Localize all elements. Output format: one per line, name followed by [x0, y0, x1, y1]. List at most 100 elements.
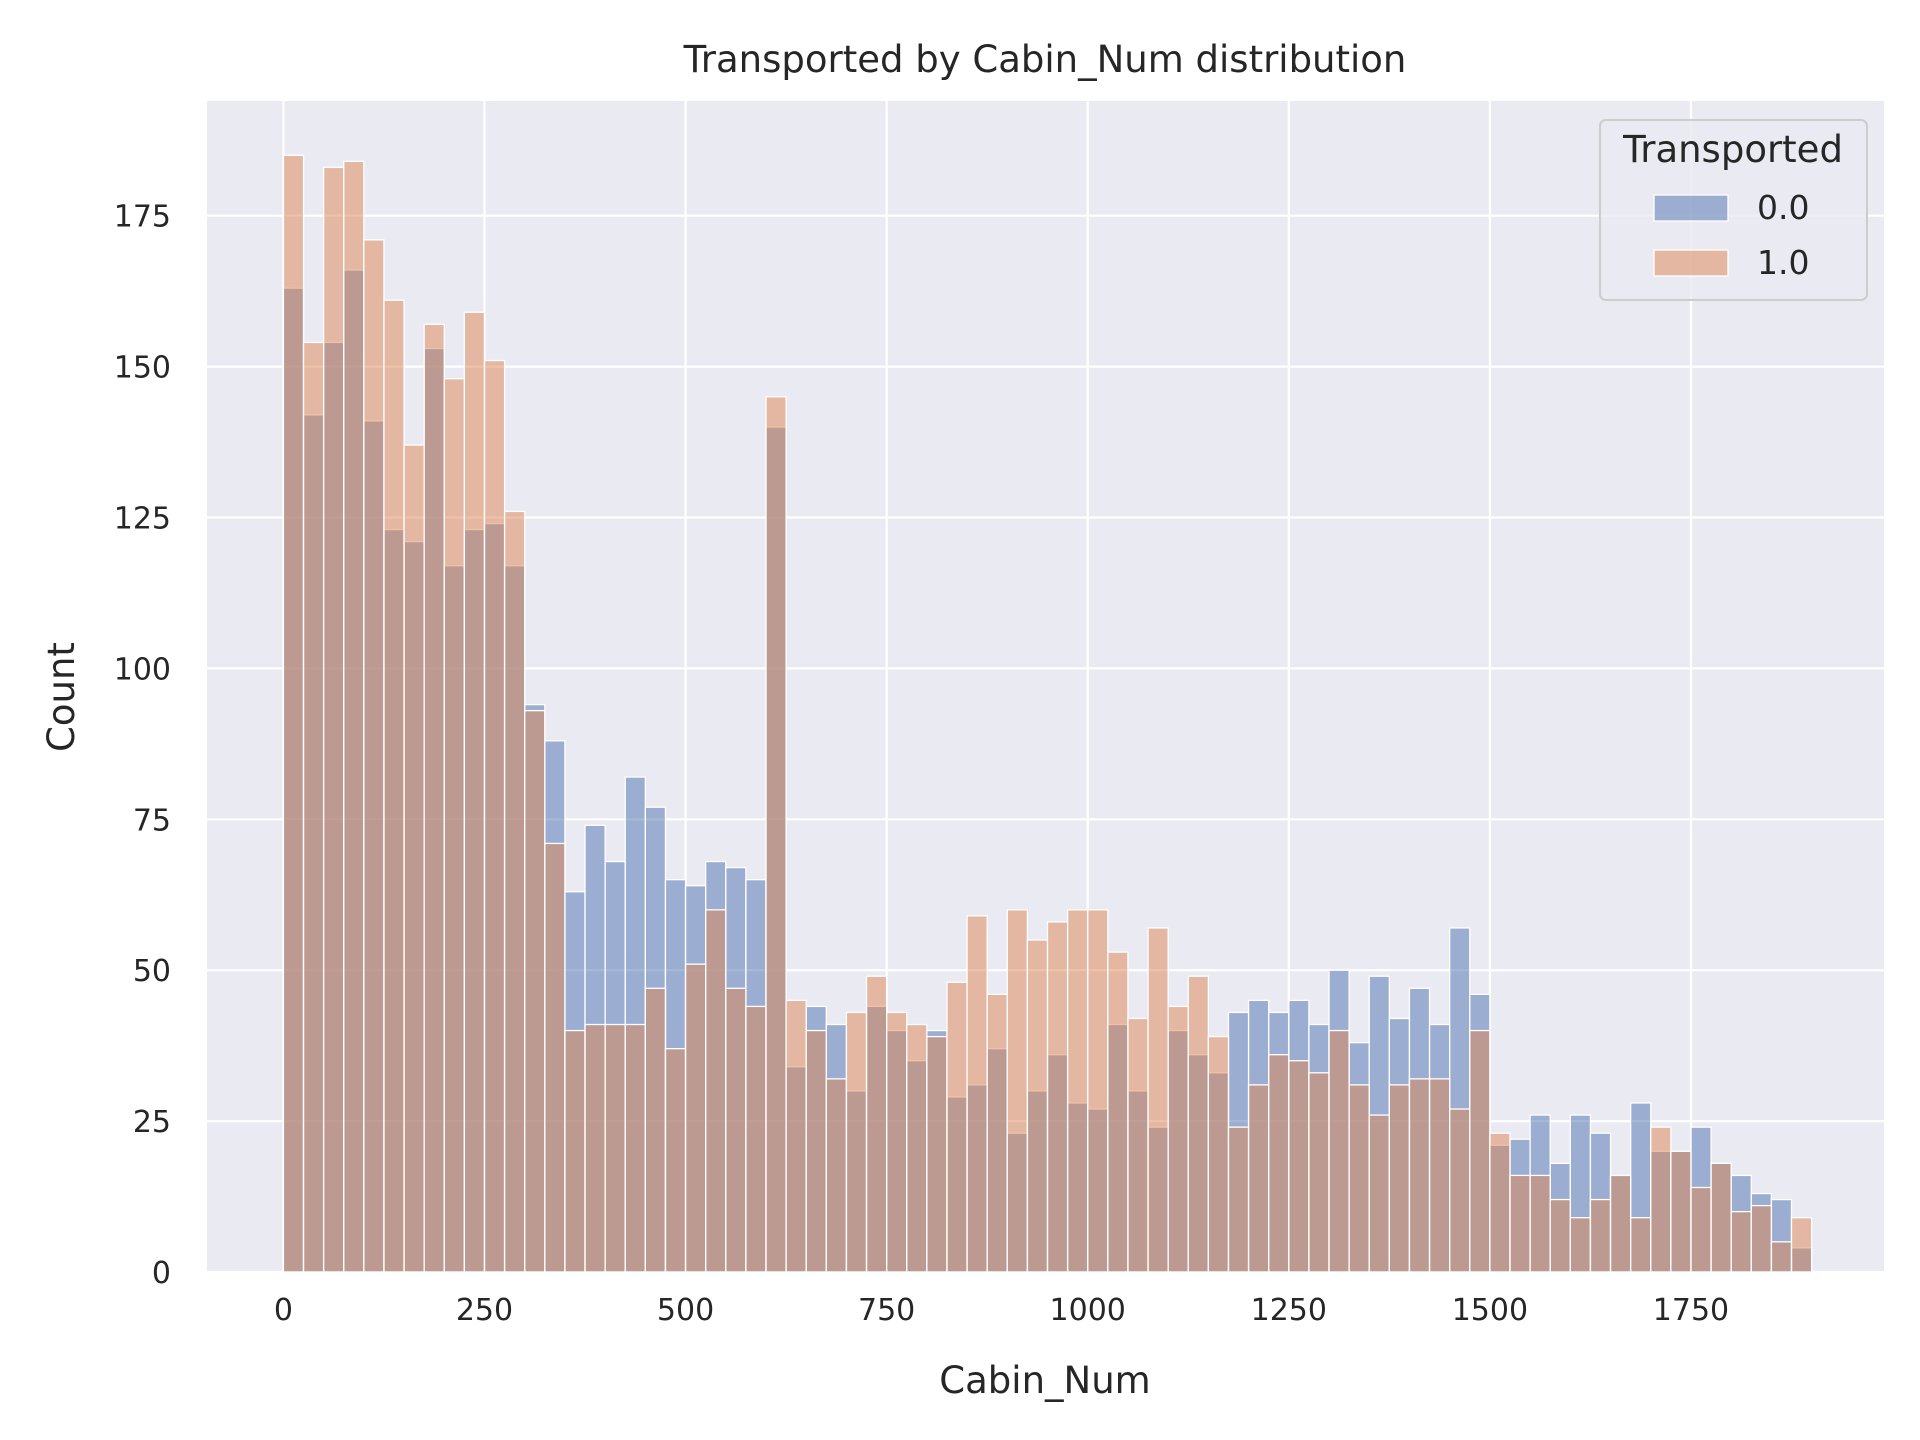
bar-1.0-bin-1: [302, 341, 325, 1273]
y-tick-label: 50: [133, 954, 171, 989]
y-tick-label: 175: [114, 200, 171, 235]
bar-1.0-bin-55: [1388, 1084, 1411, 1273]
legend: Transported 0.0 1.0: [1599, 119, 1868, 301]
bar-1.0-bin-11: [503, 510, 526, 1273]
bar-1.0-bin-8: [443, 378, 466, 1273]
y-tick-label: 125: [114, 501, 171, 536]
bar-1.0-bin-52: [1328, 1029, 1350, 1273]
x-tick-label: 250: [456, 1293, 513, 1328]
bar-1.0-bin-59: [1469, 1029, 1491, 1273]
bar-1.0-bin-71: [1710, 1162, 1732, 1273]
bar-1.0-bin-42: [1127, 1017, 1149, 1273]
bar-1.0-bin-29: [865, 975, 888, 1273]
y-axis-label: Count: [40, 642, 83, 752]
bar-1.0-bin-9: [463, 311, 486, 1273]
y-tick-label: 100: [114, 652, 171, 687]
bar-1.0-bin-74: [1770, 1241, 1793, 1273]
bar-1.0-bin-72: [1730, 1210, 1752, 1273]
bar-1.0-bin-12: [524, 709, 546, 1273]
bar-1.0-bin-70: [1690, 1186, 1712, 1273]
bar-1.0-bin-22: [725, 987, 747, 1273]
bar-1.0-bin-37: [1026, 939, 1049, 1273]
bar-1.0-bin-61: [1509, 1174, 1531, 1273]
bar-1.0-bin-69: [1670, 1150, 1692, 1273]
bar-1.0-bin-67: [1629, 1217, 1652, 1273]
bar-1.0-bin-2: [322, 166, 345, 1273]
bar-1.0-bin-33: [946, 981, 968, 1273]
bar-1.0-bin-73: [1750, 1204, 1773, 1273]
bar-1.0-bin-62: [1529, 1174, 1551, 1273]
bar-1.0-bin-13: [544, 842, 566, 1273]
bar-1.0-bin-63: [1549, 1198, 1571, 1273]
bar-1.0-bin-45: [1187, 975, 1210, 1273]
bar-1.0-bin-32: [926, 1035, 948, 1273]
bar-1.0-bin-20: [684, 963, 707, 1273]
bar-1.0-bin-5: [383, 299, 405, 1273]
bar-1.0-bin-23: [745, 1005, 767, 1273]
bar-1.0-bin-50: [1288, 1060, 1310, 1273]
bar-1.0-bin-49: [1268, 1054, 1290, 1273]
bar-1.0-bin-28: [845, 1011, 868, 1273]
legend-title: Transported: [1622, 128, 1843, 171]
bar-1.0-bin-24: [765, 396, 787, 1273]
y-tick-label: 150: [114, 351, 171, 386]
bar-1.0-bin-27: [825, 1078, 848, 1273]
bar-1.0-bin-15: [584, 1023, 606, 1273]
bar-1.0-bin-41: [1107, 951, 1129, 1273]
bar-1.0-bin-56: [1408, 1078, 1431, 1273]
y-tick-labels: 0 25 50 75 100 125 150 175: [114, 200, 171, 1291]
y-tick-label: 0: [152, 1256, 171, 1291]
bar-1.0-bin-0: [282, 154, 305, 1273]
bar-1.0-bin-3: [343, 160, 365, 1273]
bar-1.0-bin-34: [966, 915, 988, 1273]
bar-1.0-bin-75: [1790, 1217, 1813, 1273]
bar-1.0-bin-44: [1167, 1005, 1189, 1273]
bar-1.0-bin-53: [1348, 1084, 1370, 1273]
x-tick-labels: 0 250 500 750 1000 1250 1500 1750: [274, 1293, 1729, 1328]
x-tick-label: 0: [274, 1293, 293, 1328]
bar-1.0-bin-58: [1449, 1108, 1471, 1273]
bar-1.0-bin-6: [403, 444, 425, 1273]
bar-1.0-bin-57: [1428, 1078, 1451, 1273]
bar-1.0-bin-35: [986, 993, 1008, 1273]
bar-1.0-bin-31: [906, 1023, 928, 1273]
bar-1.0-bin-39: [1066, 909, 1089, 1273]
legend-label-0.0: 0.0: [1757, 188, 1809, 227]
bar-1.0-bin-40: [1087, 909, 1109, 1273]
bar-1.0-bin-60: [1489, 1132, 1511, 1273]
bar-1.0-bin-36: [1006, 909, 1029, 1273]
bar-1.0-bin-7: [423, 323, 445, 1273]
bar-1.0-bin-10: [483, 359, 506, 1273]
bar-1.0-bin-66: [1609, 1174, 1632, 1273]
bar-1.0-bin-38: [1046, 921, 1069, 1273]
bar-1.0-bin-48: [1247, 1084, 1270, 1273]
legend-label-1.0: 1.0: [1757, 243, 1809, 282]
legend-swatch-0.0: [1653, 194, 1729, 222]
bar-1.0-bin-26: [805, 1029, 827, 1273]
y-tick-label: 75: [133, 803, 171, 838]
y-tick-label: 25: [133, 1105, 171, 1140]
x-axis-label: Cabin_Num: [939, 1359, 1150, 1402]
bar-1.0-bin-51: [1308, 1072, 1330, 1273]
bar-1.0-bin-4: [363, 239, 385, 1273]
bar-1.0-bin-30: [885, 1011, 908, 1273]
legend-swatch-1.0: [1653, 249, 1729, 277]
bar-1.0-bin-64: [1569, 1217, 1592, 1273]
bar-1.0-bin-14: [564, 1029, 586, 1273]
bar-1.0-bin-17: [624, 1023, 647, 1273]
bar-1.0-bin-43: [1147, 927, 1169, 1273]
bar-1.0-bin-21: [705, 909, 727, 1273]
bar-1.0-bin-68: [1650, 1126, 1672, 1273]
bar-1.0-bin-19: [664, 1048, 687, 1273]
bar-1.0-bin-47: [1227, 1126, 1250, 1273]
x-tick-label: 750: [858, 1293, 915, 1328]
x-tick-label: 1500: [1452, 1293, 1528, 1328]
bar-1.0-bin-54: [1368, 1114, 1390, 1273]
bar-1.0-bin-18: [644, 987, 667, 1273]
chart-title: Transported by Cabin_Num distribution: [683, 38, 1407, 81]
bars-group: [282, 154, 1813, 1273]
bar-1.0-bin-65: [1589, 1198, 1612, 1273]
x-tick-label: 500: [657, 1293, 714, 1328]
bar-1.0-bin-16: [604, 1023, 626, 1273]
bar-1.0-bin-46: [1207, 1035, 1230, 1273]
